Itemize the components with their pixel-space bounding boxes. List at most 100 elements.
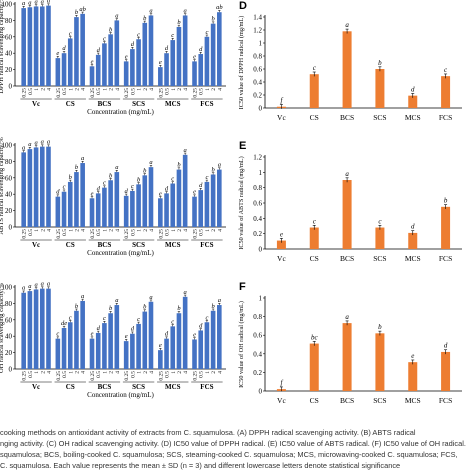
- significance-letter: a: [28, 141, 31, 148]
- y-tick-label: 0: [9, 366, 13, 374]
- figure-caption: cooking methods on antioxidant activity …: [0, 427, 474, 471]
- bar: [114, 20, 120, 86]
- significance-letter: ab: [216, 4, 223, 11]
- bar: [170, 183, 176, 227]
- concentration-tick-label: 2: [40, 88, 46, 91]
- concentration-tick-label: 0.5: [96, 229, 102, 236]
- y-tick-label: 0.4: [253, 79, 262, 87]
- y-tick-label: 40: [5, 333, 13, 341]
- significance-letter: b: [143, 15, 147, 22]
- significance-letter: c: [171, 32, 174, 39]
- concentration-tick-label: 0.5: [28, 229, 34, 236]
- significance-letter: d: [199, 46, 203, 53]
- y-tick-label: 40: [5, 191, 13, 199]
- concentration-tick-label: 4: [115, 88, 121, 91]
- concentration-tick-label: 2: [211, 371, 217, 374]
- significance-letter: a: [34, 281, 37, 288]
- significance-letter: d: [411, 223, 415, 231]
- concentration-tick-label: 1: [68, 371, 74, 374]
- category-tick-label: SCS: [373, 396, 386, 405]
- concentration-tick-label: 0.5: [199, 229, 205, 236]
- y-tick-label: 100: [2, 1, 13, 9]
- bar: [74, 17, 79, 86]
- significance-letter: a: [149, 159, 152, 166]
- significance-letter: b: [378, 323, 382, 331]
- bar: [114, 305, 120, 369]
- bar: [176, 26, 182, 86]
- bar: [46, 288, 51, 369]
- concentration-tick-label: 2: [211, 229, 217, 232]
- y-tick-label: 0.2: [253, 92, 262, 100]
- category-tick-label: CS: [310, 254, 319, 263]
- bar: [39, 288, 45, 369]
- bar: [46, 146, 51, 227]
- bar: [55, 196, 61, 227]
- bar: [210, 174, 216, 227]
- bar: [21, 152, 26, 227]
- significance-letter: a: [34, 0, 37, 5]
- caption-line-4: C. squamulosa. Each value represents the…: [0, 461, 401, 470]
- category-tick-label: BCS: [340, 396, 354, 405]
- concentration-tick-label: 2: [211, 88, 217, 91]
- significance-letter: a: [115, 164, 118, 171]
- caption-line-1: cooking methods on antioxidant activity …: [0, 428, 416, 437]
- bar: [204, 36, 210, 86]
- significance-letter: d: [165, 185, 169, 192]
- bar: [80, 300, 85, 369]
- significance-letter: a: [81, 155, 84, 162]
- significance-letter: d: [199, 182, 203, 189]
- significance-letter: a: [149, 7, 152, 14]
- category-tick-label: FCS: [439, 113, 452, 122]
- significance-letter: a: [47, 281, 50, 288]
- y-tick-label: 0.6: [253, 332, 262, 340]
- concentration-tick-label: 0.5: [28, 88, 34, 95]
- bar: [182, 15, 188, 87]
- bar: [108, 180, 113, 227]
- concentration-tick-label: 1: [171, 229, 177, 232]
- significance-letter: f: [280, 97, 283, 105]
- concentration-tick-label: 0.25: [90, 88, 96, 98]
- concentration-tick-label: 4: [149, 371, 155, 374]
- bar: [164, 338, 169, 369]
- y-tick-label: 60: [5, 174, 13, 182]
- bar: [27, 149, 33, 227]
- significance-letter: e: [125, 333, 128, 340]
- significance-letter: c: [69, 30, 72, 37]
- group-label: BCS: [98, 383, 112, 391]
- bar: [198, 330, 204, 369]
- significance-letter: e: [193, 331, 196, 338]
- bar: [192, 339, 197, 369]
- y-tick-label: 0: [259, 105, 263, 113]
- significance-letter: d: [97, 185, 101, 192]
- bar: [217, 305, 222, 369]
- panel-letter: D: [239, 0, 247, 12]
- y-tick-label: 0.8: [253, 184, 262, 192]
- bar: [375, 333, 385, 391]
- bar: [441, 206, 451, 249]
- bar: [123, 61, 129, 86]
- significance-letter: b: [177, 162, 181, 169]
- bar: [148, 15, 154, 87]
- bar: [158, 67, 163, 86]
- group-label: CS: [66, 241, 75, 249]
- bar: [67, 38, 73, 86]
- bar: [198, 54, 204, 86]
- bar: [217, 169, 222, 227]
- significance-letter: b: [177, 305, 181, 312]
- concentration-tick-label: 4: [115, 371, 121, 374]
- bar: [114, 172, 120, 227]
- bar: [408, 95, 418, 108]
- y-tick-label: 60: [5, 316, 13, 324]
- significance-letter: e: [411, 352, 414, 360]
- concentration-tick-label: 0.5: [130, 88, 136, 95]
- concentration-tick-label: 2: [177, 229, 183, 232]
- y-tick-label: 0: [9, 83, 13, 91]
- y-axis-label: ABTS radical scavenging capacity/%: [0, 137, 5, 235]
- concentration-tick-label: 2: [74, 229, 80, 232]
- bar: [158, 350, 163, 369]
- significance-letter: d: [165, 331, 169, 338]
- category-tick-label: MCS: [405, 113, 421, 122]
- concentration-tick-label: 1: [68, 229, 74, 232]
- y-axis-label: DPPH radical scavenging capacity/%: [0, 0, 5, 94]
- bar: [210, 23, 216, 86]
